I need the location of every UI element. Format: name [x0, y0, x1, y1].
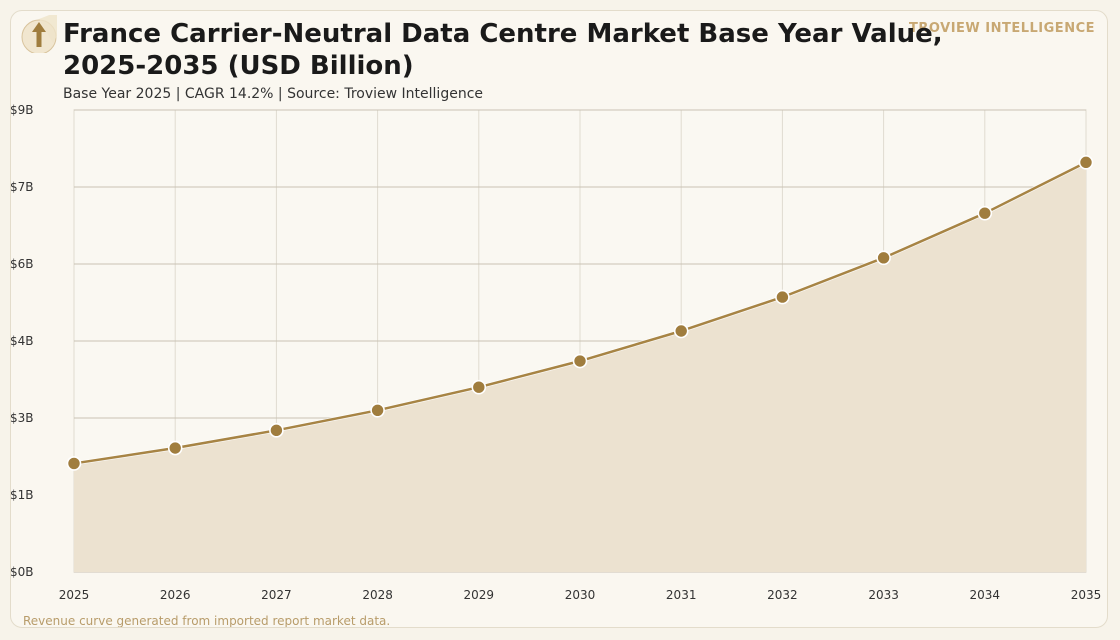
chart-title: France Carrier-Neutral Data Centre Marke… [63, 18, 1003, 82]
y-tick-label: $0B [10, 565, 34, 579]
brand-label: TROVIEW INTELLIGENCE [909, 21, 1095, 36]
x-tick-label: 2030 [565, 588, 596, 602]
x-tick-label: 2026 [160, 588, 191, 602]
data-point [370, 402, 385, 418]
data-point [471, 379, 487, 395]
data-point [876, 250, 891, 266]
data-point [1078, 155, 1094, 170]
y-tick-label: $1B [10, 488, 34, 502]
y-tick-label: $4B [10, 334, 34, 348]
x-tick-label: 2035 [1071, 588, 1102, 602]
data-point [66, 456, 82, 471]
y-tick-label: $7B [10, 180, 34, 194]
x-tick-label: 2027 [261, 588, 292, 602]
chart-title-line-1: France Carrier-Neutral Data Centre Marke… [63, 19, 943, 49]
data-point [775, 289, 790, 305]
chart-footnote: Revenue curve generated from imported re… [23, 614, 391, 628]
data-point [572, 353, 588, 369]
data-point [269, 423, 284, 438]
y-tick-label: $6B [10, 257, 34, 271]
x-tick-label: 2028 [362, 588, 393, 602]
x-tick-label: 2031 [666, 588, 697, 602]
x-tick-label: 2033 [868, 588, 899, 602]
chart-subtitle: Base Year 2025 | CAGR 14.2% | Source: Tr… [63, 86, 484, 102]
x-tick-label: 2029 [464, 588, 495, 602]
x-tick-label: 2032 [767, 588, 798, 602]
data-point [167, 440, 183, 456]
x-tick-label: 2025 [59, 588, 90, 602]
y-tick-label: $3B [10, 411, 34, 425]
logo-icon [21, 15, 57, 53]
data-point [977, 205, 993, 221]
x-tick-label: 2034 [970, 588, 1001, 602]
y-tick-label: $9B [10, 103, 34, 117]
chart-title-line-2: 2025-2035 (USD Billion) [63, 51, 414, 81]
data-point [673, 323, 689, 339]
